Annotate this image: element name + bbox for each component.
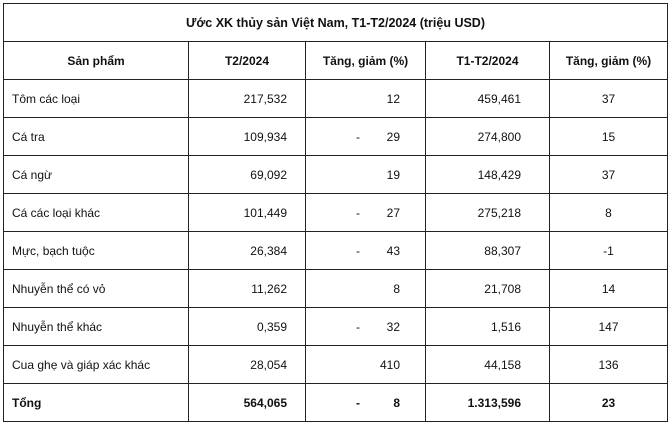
table-row: Cá ngừ 69,092 19 148,429 37 xyxy=(3,155,669,194)
header-feb: T2/2024 xyxy=(188,41,306,80)
ytd-value-cell: 1,516 xyxy=(425,307,550,346)
table-row: Cá các loại khác 101,449 - 27 275,218 8 xyxy=(3,193,669,232)
change-sign: - xyxy=(356,395,360,410)
header-product: Sản phẩm xyxy=(3,41,189,80)
product-cell: Cá ngừ xyxy=(3,155,189,194)
ytd-value-cell: 44,158 xyxy=(425,345,550,384)
change-sign: - xyxy=(356,205,360,220)
product-cell: Cá tra xyxy=(3,117,189,156)
change-sign: - xyxy=(356,319,360,334)
feb-change-cell: - 43 xyxy=(305,231,426,270)
product-cell: Cá các loại khác xyxy=(3,193,189,232)
change-value: 8 xyxy=(393,281,400,296)
table-header-row: Sản phẩm T2/2024 Tăng, giảm (%) T1-T2/20… xyxy=(3,41,669,80)
header-ytd-change: Tăng, giảm (%) xyxy=(548,41,669,80)
ytd-value-cell: 148,429 xyxy=(425,155,550,194)
total-ytd-value: 1.313,596 xyxy=(425,383,550,422)
ytd-value-cell: 21,708 xyxy=(425,269,550,308)
ytd-change-cell: 147 xyxy=(548,307,669,346)
feb-change-cell: - 29 xyxy=(305,117,426,156)
feb-value-cell: 217,532 xyxy=(188,79,306,118)
ytd-value-cell: 88,307 xyxy=(425,231,550,270)
ytd-value-cell: 459,461 xyxy=(425,79,550,118)
header-feb-change: Tăng, giảm (%) xyxy=(305,41,426,80)
ytd-change-cell: 37 xyxy=(548,79,669,118)
ytd-change-cell: 14 xyxy=(548,269,669,308)
feb-change-cell: 12 xyxy=(305,79,426,118)
total-label: Tổng xyxy=(3,383,189,422)
table-title: Ước XK thủy sản Việt Nam, T1-T2/2024 (tr… xyxy=(2,3,669,42)
table-total-row: Tổng 564,065 -8 1.313,596 23 xyxy=(3,383,669,422)
ytd-change-cell: 8 xyxy=(548,193,669,232)
export-table-container: Ước XK thủy sản Việt Nam, T1-T2/2024 (tr… xyxy=(2,3,669,422)
table-row: Nhuyễn thể khác 0,359 - 32 1,516 147 xyxy=(3,307,669,346)
total-feb-change: -8 xyxy=(305,383,426,422)
product-cell: Nhuyễn thể khác xyxy=(3,307,189,346)
product-cell: Tôm các loại xyxy=(3,79,189,118)
change-value: 27 xyxy=(386,205,400,220)
header-ytd: T1-T2/2024 xyxy=(425,41,550,80)
ytd-change-cell: 136 xyxy=(548,345,669,384)
feb-value-cell: 11,262 xyxy=(188,269,306,308)
product-cell: Mực, bạch tuộc xyxy=(3,231,189,270)
feb-change-cell: 8 xyxy=(305,269,426,308)
feb-value-cell: 109,934 xyxy=(188,117,306,156)
product-cell: Nhuyễn thể có vỏ xyxy=(3,269,189,308)
change-sign: - xyxy=(356,129,360,144)
feb-value-cell: 101,449 xyxy=(188,193,306,232)
change-sign: - xyxy=(356,243,360,258)
ytd-change-cell: -1 xyxy=(548,231,669,270)
change-value: 29 xyxy=(386,129,400,144)
total-ytd-change: 23 xyxy=(548,383,669,422)
change-value: 8 xyxy=(393,395,400,410)
feb-change-cell: - 27 xyxy=(305,193,426,232)
table-row: Cua ghẹ và giáp xác khác 28,054 410 44,1… xyxy=(3,345,669,384)
ytd-value-cell: 275,218 xyxy=(425,193,550,232)
feb-change-cell: 410 xyxy=(305,345,426,384)
change-value: 19 xyxy=(386,167,400,182)
change-value: 32 xyxy=(386,319,400,334)
feb-change-cell: - 32 xyxy=(305,307,426,346)
table-row: Cá tra 109,934 - 29 274,800 15 xyxy=(3,117,669,156)
feb-value-cell: 28,054 xyxy=(188,345,306,384)
table-row: Tôm các loại 217,532 12 459,461 37 xyxy=(3,79,669,118)
ytd-change-cell: 37 xyxy=(548,155,669,194)
table-row: Mực, bạch tuộc 26,384 - 43 88,307 -1 xyxy=(3,231,669,270)
ytd-value-cell: 274,800 xyxy=(425,117,550,156)
change-value: 410 xyxy=(379,357,400,372)
feb-value-cell: 26,384 xyxy=(188,231,306,270)
change-value: 12 xyxy=(386,91,400,106)
seafood-export-table: Ước XK thủy sản Việt Nam, T1-T2/2024 (tr… xyxy=(2,3,669,422)
table-title-row: Ước XK thủy sản Việt Nam, T1-T2/2024 (tr… xyxy=(2,3,669,42)
ytd-change-cell: 15 xyxy=(548,117,669,156)
product-cell: Cua ghẹ và giáp xác khác xyxy=(3,345,189,384)
feb-value-cell: 0,359 xyxy=(188,307,306,346)
feb-value-cell: 69,092 xyxy=(188,155,306,194)
total-feb-value: 564,065 xyxy=(188,383,306,422)
change-value: 43 xyxy=(386,243,400,258)
feb-change-cell: 19 xyxy=(305,155,426,194)
table-row: Nhuyễn thể có vỏ 11,262 8 21,708 14 xyxy=(3,269,669,308)
